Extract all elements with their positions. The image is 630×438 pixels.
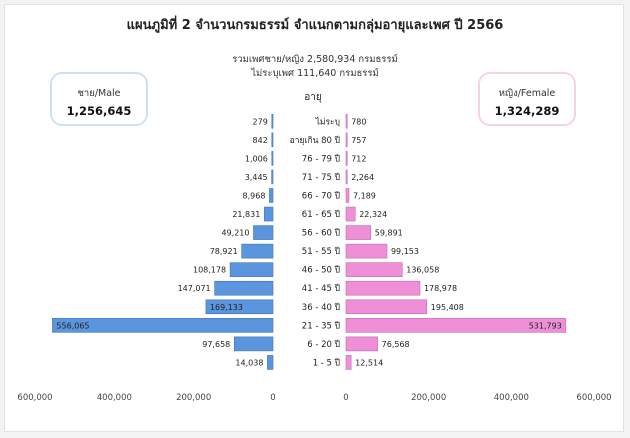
male-total-value: 1,256,645 (66, 104, 132, 118)
male-total-card: ชาย/Male 1,256,645 (50, 72, 148, 126)
male-bar (271, 113, 274, 129)
female-bar (345, 318, 567, 333)
female-data-label: 76,568 (382, 340, 410, 349)
bars-group: 279 780 ไม่ระบุ 842 757 อายุเกิน 80 ปี 1,006 71… (52, 113, 567, 370)
male-data-label: 279 (253, 117, 268, 126)
age-column-header: อายุ (304, 92, 321, 103)
chart-subtitle-total: รวมเพศชาย/หญิง 2,580,934 กรมธรรม์ (232, 54, 398, 65)
age-group-label: 66 - 70 ปี (302, 190, 340, 201)
chart-subtitle-unspecified: ไม่ระบุเพศ 111,640 กรมธรรม์ (251, 68, 379, 79)
female-axis-tick: 400,000 (494, 393, 529, 403)
female-total-label: หญิง/Female (498, 88, 556, 99)
female-bar (345, 188, 350, 203)
male-bar (269, 188, 274, 203)
female-bar (345, 225, 372, 240)
female-axis-tick: 0 (343, 393, 348, 403)
female-bar (345, 113, 348, 129)
male-data-label: 78,921 (210, 247, 238, 256)
age-group-label: 6 - 20 ปี (307, 339, 340, 350)
female-data-label: 12,514 (355, 358, 383, 367)
male-bar (52, 318, 274, 333)
male-data-label: 842 (253, 136, 268, 145)
male-total-label: ชาย/Male (77, 88, 121, 99)
age-group-label: 46 - 50 ปี (302, 265, 340, 276)
male-data-label: 147,071 (178, 284, 211, 293)
male-bar (233, 336, 274, 352)
age-group-label: ไม่ระบุ (315, 116, 340, 127)
male-axis-tick: 0 (270, 393, 275, 403)
male-bar (271, 132, 274, 148)
female-bar (345, 355, 352, 370)
male-data-label: 49,210 (221, 229, 249, 238)
male-data-label: 21,831 (232, 210, 260, 219)
female-total-value: 1,324,289 (494, 104, 560, 118)
female-data-label: 2,264 (351, 173, 374, 182)
male-axis-tick: 400,000 (97, 393, 132, 403)
female-bar (345, 299, 428, 315)
chart-title: แผนภูมิที่ 2 จำนวนกรมธรรม์ จำแนกตามกลุ่ม… (126, 18, 504, 33)
female-data-label: 531,793 (529, 321, 562, 330)
age-group-label: 61 - 65 ปี (302, 209, 340, 220)
male-axis-tick: 200,000 (176, 393, 211, 403)
female-bar (345, 151, 348, 166)
age-group-label: 76 - 79 ปี (302, 153, 340, 164)
male-data-label: 97,658 (202, 340, 230, 349)
female-bar (345, 243, 388, 259)
female-bar (345, 206, 356, 222)
female-data-label: 22,324 (359, 210, 387, 219)
male-bar (267, 355, 274, 370)
x-axis-ticks: 600,000 400,000 200,000 0 0 200,000 400,000 600… (17, 393, 611, 403)
female-data-label: 7,189 (353, 191, 376, 200)
male-data-label: 3,445 (245, 173, 268, 182)
female-bar (345, 336, 378, 352)
female-data-label: 780 (351, 117, 366, 126)
female-data-label: 757 (351, 136, 366, 145)
female-bar (345, 280, 421, 296)
male-data-label: 14,038 (235, 358, 263, 367)
female-data-label: 195,408 (431, 303, 464, 312)
age-group-label: 71 - 75 ปี (302, 172, 340, 183)
male-data-label: 556,065 (56, 321, 89, 330)
male-bar (229, 262, 274, 277)
female-data-label: 178,978 (424, 284, 457, 293)
female-axis-tick: 600,000 (576, 393, 611, 403)
male-bar (241, 243, 274, 259)
female-bar (345, 169, 348, 185)
age-group-label: 1 - 5 ปี (313, 357, 340, 368)
male-data-label: 169,133 (210, 303, 243, 312)
female-data-label: 99,153 (391, 247, 419, 256)
male-bar (253, 225, 274, 240)
female-bar (345, 132, 348, 148)
male-bar (264, 206, 274, 222)
female-total-card: หญิง/Female 1,324,289 (478, 72, 576, 126)
female-data-label: 136,058 (406, 266, 439, 275)
age-group-label: 51 - 55 ปี (302, 246, 340, 257)
male-bar (271, 169, 274, 185)
age-group-label: 21 - 35 ปี (302, 320, 340, 331)
male-data-label: 108,178 (193, 266, 226, 275)
age-group-label: อายุเกิน 80 ปี (290, 135, 340, 146)
age-group-label: 36 - 40 ปี (302, 302, 340, 313)
male-data-label: 8,968 (243, 191, 266, 200)
male-data-label: 1,006 (245, 154, 268, 163)
female-data-label: 59,891 (375, 229, 403, 238)
male-bar (205, 299, 274, 315)
male-axis-tick: 600,000 (17, 393, 52, 403)
male-bar (271, 151, 274, 166)
male-bar (214, 280, 274, 296)
age-group-label: 41 - 45 ปี (302, 283, 340, 294)
female-axis-tick: 200,000 (411, 393, 446, 403)
female-bar (345, 262, 403, 277)
female-data-label: 712 (351, 154, 366, 163)
age-group-label: 56 - 60 ปี (302, 228, 340, 239)
